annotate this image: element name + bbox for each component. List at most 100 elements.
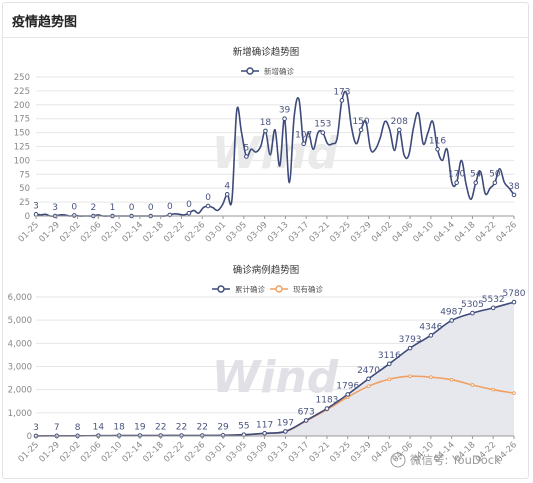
chart2-current-point [470, 383, 475, 387]
chart1-data-label: 0 [148, 203, 154, 213]
chart2-cumulative-point [407, 345, 413, 351]
chart1-y-tick-label: 100 [14, 156, 30, 166]
chart2-current-point [491, 387, 496, 392]
chart2-cumulative-point [387, 361, 392, 367]
chart1-x-tick-label: 04-26 [495, 220, 520, 245]
wechat-watermark-text: 微信号: YouDock [410, 453, 501, 467]
chart2-current-point [366, 384, 371, 389]
chart1-data-label: 4 [224, 181, 230, 191]
chart1-x-tick-label: 04-06 [391, 220, 416, 245]
chart2-data-label: 1183 [316, 396, 339, 406]
chart1-y-tick-label: 0 [25, 212, 30, 222]
chart1-y-tick-label: 50 [19, 184, 30, 194]
chart2-y-tick-label: 0 [27, 432, 32, 442]
chart2-data-label: 55 [238, 422, 249, 432]
chart1-data-label: 2 [90, 203, 96, 213]
chart2-cumulative-point [428, 333, 434, 338]
chart1-data-label: 116 [429, 136, 446, 146]
chart2-cumulative-point [490, 305, 496, 311]
chart2-data-label: 117 [256, 420, 273, 430]
chart1-data-label: 208 [391, 117, 408, 127]
chart1-data-point [492, 180, 498, 185]
chart2-data-label: 3 [33, 423, 39, 433]
chart1-data-label: 3 [52, 203, 58, 213]
chart1-x-tick-label: 03-25 [328, 220, 353, 245]
chart1-x-tick-label: 01-25 [17, 220, 42, 245]
chart1-data-point [511, 192, 517, 198]
chart2-y-tick-label: 3,000 [8, 363, 32, 373]
chart1-x-tick-label: 02-06 [79, 220, 104, 245]
chart1-data-label: 0 [186, 200, 192, 210]
chart1-x-tick-label: 02-26 [183, 220, 208, 245]
chart2-x-tick-label: 02-10 [100, 440, 125, 465]
chart1-x-tick-label: 04-14 [432, 220, 457, 245]
chart1-wind-watermark: Wind [212, 128, 339, 179]
chart2-x-tick-label: 01-25 [17, 440, 42, 465]
chart1-data-label: 150 [352, 117, 369, 127]
chart1-data-label: 50 [489, 170, 501, 180]
chart2-data-label: 7 [54, 423, 60, 433]
chart2-x-tick-label: 03-13 [266, 440, 291, 465]
chart2-x-tick-label: 02-18 [141, 440, 166, 465]
chart2-cumulative-point [303, 418, 309, 423]
chart2-y-tick-label: 6,000 [8, 293, 32, 303]
chart2-data-label: 18 [113, 423, 125, 433]
chart2-x-tick-label: 01-29 [37, 440, 62, 465]
chart1-data-point [301, 141, 306, 147]
chart2-data-label: 22 [197, 422, 208, 432]
wechat-icon-eye-left [394, 457, 397, 460]
chart2-data-label: 3116 [378, 351, 401, 361]
chart2-x-tick-label: 03-05 [224, 440, 249, 465]
chart2-data-label: 4346 [419, 322, 442, 332]
chart2-data-label: 3793 [399, 335, 422, 345]
chart1-data-label: 153 [314, 120, 331, 130]
chart1-x-tick-label: 03-01 [204, 220, 229, 245]
chart1-x-tick-label: 03-13 [266, 220, 291, 245]
chart2-x-tick-label: 02-26 [183, 440, 208, 465]
chart1-data-point [473, 180, 479, 185]
trend-panel: 疫情趋势图 [2, 2, 529, 479]
chart1-x-tick-label: 04-10 [411, 220, 436, 245]
chart1-data-point [454, 180, 459, 185]
chart2-data-label: 4987 [440, 307, 463, 317]
chart1-x-tick-label: 03-05 [224, 220, 249, 245]
chart1-data-label: 0 [167, 202, 173, 212]
chart1-data-label: 1 [110, 203, 116, 213]
chart2-current-legend-label: 现有确诊 [293, 284, 323, 294]
chart1-x-tick-label: 03-09 [245, 220, 270, 245]
chart1-x-tick-label: 03-29 [349, 220, 374, 245]
wechat-watermark: 微信号: YouDock [390, 452, 501, 468]
chart1-y-tick-label: 125 [14, 143, 30, 153]
chart1-data-point [282, 116, 287, 121]
chart2-current-legend-marker [275, 285, 283, 293]
chart2-data-label: 19 [134, 423, 146, 433]
chart1-y-tick-label: 225 [14, 87, 30, 97]
chart2-data-label: 5780 [503, 289, 526, 299]
chart2-current-point [429, 375, 433, 380]
chart1-x-tick-label: 03-17 [287, 220, 312, 245]
chart1-y-tick-label: 175 [14, 115, 30, 125]
chart1-data-label: 0 [71, 202, 77, 212]
chart2-data-label: 2470 [357, 366, 380, 376]
chart2-x-tick-label: 03-25 [328, 440, 353, 465]
chart1-data-label: 3 [33, 201, 39, 211]
chart2-x-tick-label: 03-17 [287, 440, 312, 465]
chart2-cumulative-point [470, 310, 475, 316]
chart1-data-label: 170 [448, 170, 465, 180]
chart2-cumulative-point [511, 299, 517, 305]
chart2-data-label: 29 [217, 422, 229, 432]
chart2-current-point [449, 377, 454, 382]
chart2-current-point [387, 377, 392, 382]
panel-header: 疫情趋势图 [3, 3, 528, 38]
chart2-wind-watermark: Wind [212, 352, 339, 403]
chart2-current-point [512, 391, 516, 395]
chart2-data-label: 673 [298, 407, 315, 417]
chart1-y-tick-label: 200 [14, 101, 30, 111]
chart2-y-tick-label: 5,000 [8, 316, 32, 326]
chart2-data-label: 22 [155, 422, 166, 432]
chart2-y-tick-label: 1,000 [8, 409, 32, 419]
chart1-data-point [71, 213, 77, 218]
chart2-x-tick-label: 02-22 [162, 440, 187, 465]
wechat-icon [390, 452, 406, 468]
chart2-data-label: 22 [176, 422, 187, 432]
